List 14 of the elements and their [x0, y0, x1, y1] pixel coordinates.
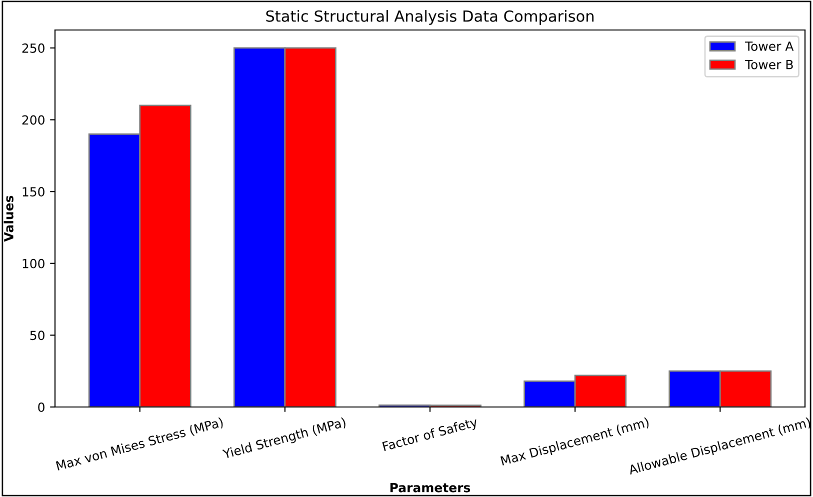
legend-label: Tower A	[744, 42, 794, 51]
y-tick-label: 250	[22, 43, 44, 53]
x-tick-label: Factor of Safety	[382, 416, 479, 454]
x-tick-label: Yield Strength (MPa)	[222, 417, 347, 462]
x-tick-label: Max von Mises Stress (MPa)	[56, 417, 224, 472]
y-tick-label: 0	[38, 402, 44, 412]
x-axis-title: Parameters	[390, 483, 470, 492]
y-axis-title: Values	[4, 196, 14, 242]
y-tick-label: 100	[22, 258, 44, 268]
y-tick-label: 150	[22, 187, 44, 196]
chart-title: Static Structural Analysis Data Comparison	[266, 10, 594, 25]
y-tick-label: 50	[30, 330, 44, 340]
y-tick-label: 200	[22, 115, 44, 125]
legend-label: Tower B	[744, 60, 793, 70]
